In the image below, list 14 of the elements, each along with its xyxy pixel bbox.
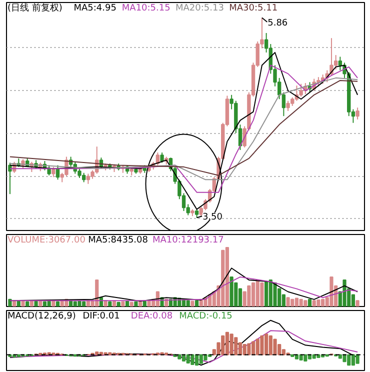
text: MA30:5.11 (229, 4, 278, 14)
chart-title: MACD(12,26,9) (8, 312, 76, 322)
text: MA5:8435.08 (88, 236, 148, 246)
text: MA10:5.15 (122, 4, 170, 14)
series-label: MACD:-0.15 (179, 312, 232, 322)
text: MA5:4.95 (74, 4, 116, 14)
text: MA20:5.13 (176, 4, 224, 14)
text: MA10:12193.17 (152, 236, 224, 246)
chart-title: (日线 前复权) (8, 2, 62, 14)
annotation: 3.50 (202, 212, 223, 223)
text: DIF:0.01 (82, 312, 120, 322)
annotation: 5.86 (268, 18, 288, 28)
text: DEA:0.08 (130, 312, 173, 322)
text: VOLUME:3067.00 (8, 236, 86, 246)
